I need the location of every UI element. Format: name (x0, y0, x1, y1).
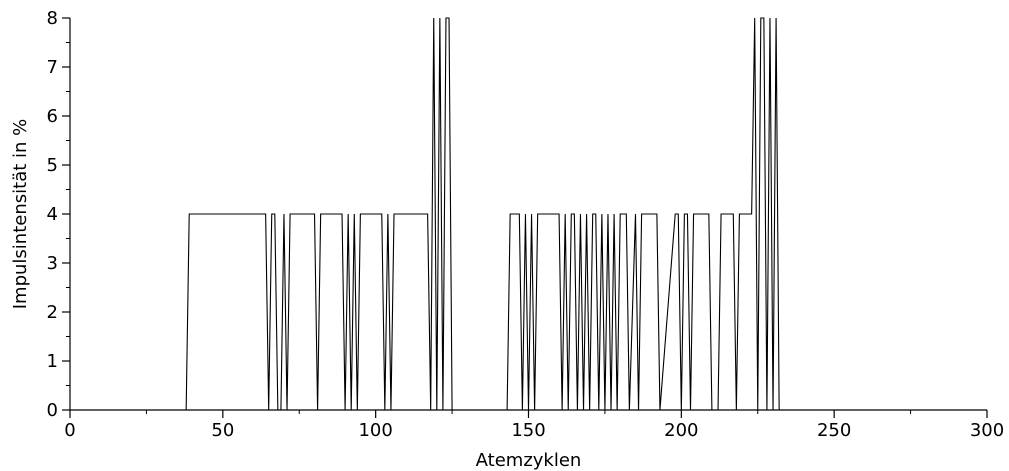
x-axis-title: Atemzyklen (476, 450, 582, 471)
y-tick-label: 1 (47, 351, 58, 372)
x-tick-label: 50 (211, 420, 234, 441)
x-tick-label: 150 (511, 420, 545, 441)
y-tick-label: 2 (47, 302, 58, 323)
y-tick-label: 8 (47, 8, 58, 29)
y-tick-label: 6 (47, 106, 58, 127)
y-tick-label: 0 (47, 400, 58, 421)
axes: 0 50 100 150 200 250 300 0 1 2 3 4 5 6 7 8 (47, 8, 1005, 441)
y-tick-label: 3 (47, 253, 58, 274)
x-axis-ticks: 0 50 100 150 200 250 300 (64, 410, 1004, 441)
x-tick-label: 0 (64, 420, 75, 441)
x-tick-label: 200 (664, 420, 698, 441)
y-tick-label: 5 (47, 155, 58, 176)
series-line (70, 17, 911, 411)
plot-area (70, 17, 911, 411)
y-tick-label: 7 (47, 57, 58, 78)
x-tick-label: 100 (358, 420, 392, 441)
y-axis-ticks: 0 1 2 3 4 5 6 7 8 (47, 8, 70, 421)
x-tick-label: 300 (970, 420, 1004, 441)
y-tick-label: 4 (47, 204, 58, 225)
y-axis-title: Impulsintensität in % (10, 119, 31, 310)
x-tick-label: 250 (817, 420, 851, 441)
